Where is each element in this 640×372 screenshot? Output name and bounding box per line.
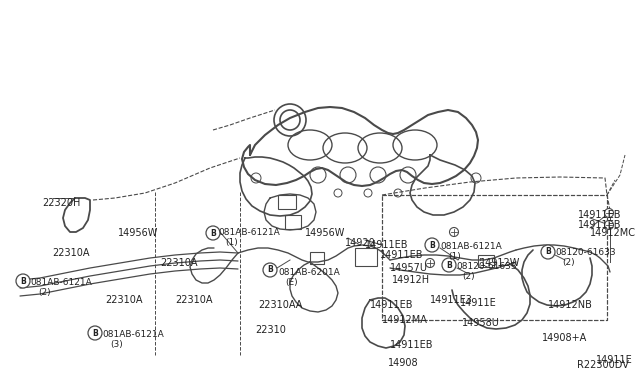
Text: 081AB-6121A: 081AB-6121A (102, 330, 164, 339)
Text: 22310AA: 22310AA (258, 300, 302, 310)
Text: 14957U: 14957U (390, 263, 428, 273)
Text: 14920: 14920 (345, 238, 376, 248)
Text: 14911EB: 14911EB (578, 220, 621, 230)
Text: 14956W: 14956W (305, 228, 346, 238)
Text: 14911EB: 14911EB (365, 240, 408, 250)
Text: 14911EB: 14911EB (380, 250, 424, 260)
Text: R22300DV: R22300DV (577, 360, 629, 370)
Text: (1): (1) (448, 252, 461, 261)
Text: 22310A: 22310A (52, 248, 90, 258)
Text: (2): (2) (562, 258, 575, 267)
Text: 081AB-6121A: 081AB-6121A (30, 278, 92, 287)
Text: (1): (1) (225, 238, 237, 247)
Text: B: B (429, 241, 435, 250)
Text: 14911E3: 14911E3 (430, 295, 473, 305)
Text: 22310: 22310 (255, 325, 286, 335)
Text: 14911E: 14911E (460, 298, 497, 308)
Text: B: B (267, 266, 273, 275)
Text: 14911EB: 14911EB (390, 340, 433, 350)
Text: 08120-61633: 08120-61633 (555, 248, 616, 257)
Text: (E): (E) (285, 278, 298, 287)
Text: (2): (2) (462, 272, 475, 281)
Text: 08120-61633: 08120-61633 (456, 262, 516, 271)
Text: B: B (446, 260, 452, 269)
Text: 14908: 14908 (388, 358, 419, 368)
Text: (3): (3) (110, 340, 123, 349)
Text: 081AB-6201A: 081AB-6201A (278, 268, 340, 277)
Text: 14912MC: 14912MC (590, 228, 636, 238)
Text: 14912H: 14912H (392, 275, 430, 285)
Circle shape (426, 259, 435, 267)
Circle shape (605, 221, 614, 230)
Text: 22310A: 22310A (175, 295, 212, 305)
Text: 081AB-6121A: 081AB-6121A (218, 228, 280, 237)
Circle shape (541, 245, 555, 259)
Circle shape (449, 228, 458, 237)
Text: 14956W: 14956W (118, 228, 158, 238)
Circle shape (605, 208, 614, 218)
Text: 14912NB: 14912NB (548, 300, 593, 310)
Text: 14908+A: 14908+A (542, 333, 588, 343)
Circle shape (442, 258, 456, 272)
Text: 22310A: 22310A (105, 295, 143, 305)
Bar (285, 215, 301, 229)
Bar (478, 255, 494, 267)
Text: 14911EB: 14911EB (370, 300, 413, 310)
Bar (382, 195, 607, 320)
Bar (310, 252, 324, 264)
Circle shape (16, 274, 30, 288)
Text: 14958U: 14958U (462, 318, 500, 328)
Text: 14911E: 14911E (596, 355, 633, 365)
Circle shape (206, 226, 220, 240)
Bar (278, 195, 296, 209)
Circle shape (263, 263, 277, 277)
Text: 22310A: 22310A (160, 258, 198, 268)
Text: B: B (545, 247, 551, 257)
Text: 081AB-6121A: 081AB-6121A (440, 242, 502, 251)
Text: 22320H: 22320H (42, 198, 81, 208)
Text: 14912MA: 14912MA (382, 315, 428, 325)
Text: (2): (2) (38, 288, 51, 297)
Text: 14912W: 14912W (480, 258, 520, 268)
Circle shape (88, 326, 102, 340)
Text: B: B (210, 228, 216, 237)
Bar (355, 248, 377, 266)
Text: B: B (92, 328, 98, 337)
Text: B: B (20, 276, 26, 285)
Text: 14911EB: 14911EB (578, 210, 621, 220)
Circle shape (425, 238, 439, 252)
